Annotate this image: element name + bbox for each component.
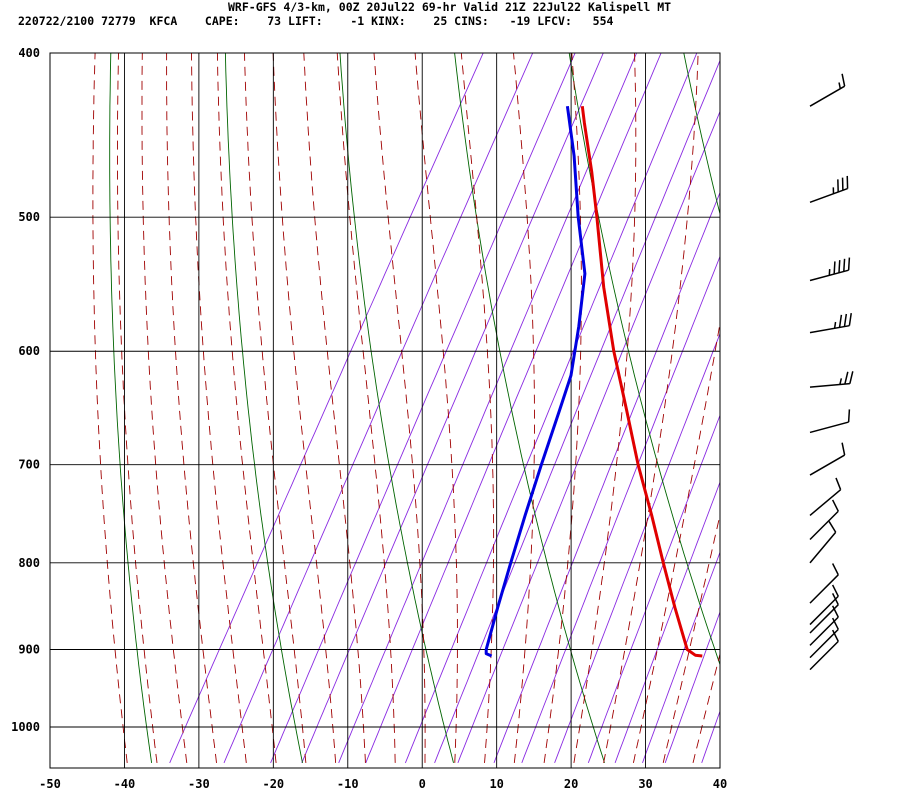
mixing-ratio-line <box>701 709 720 764</box>
sounding-indices: 220722/2100 72779 KFCA CAPE: 73 LIFT: -1… <box>18 14 614 28</box>
plot-frame <box>49 52 721 769</box>
temperature-profile-line <box>580 106 703 658</box>
mixing-ratio-line <box>554 332 720 764</box>
pressure-tick-labels: 400 500 600 700 800 900 1000 <box>11 46 40 734</box>
wind-barb <box>809 593 839 634</box>
moist-adiabat-line <box>662 512 720 764</box>
wind-barbs <box>809 73 854 671</box>
wind-barb <box>809 629 839 671</box>
mixing-ratio-lines <box>169 34 900 764</box>
wind-barb <box>809 73 846 107</box>
wind-barb <box>809 442 846 476</box>
moist-adiabat-line <box>303 53 366 763</box>
wind-barb <box>809 584 839 626</box>
temperature-tick-label: -10 <box>337 777 359 791</box>
mixing-ratio-line <box>223 53 534 764</box>
moist-adiabat-line <box>723 34 900 763</box>
moist-adiabat-line <box>191 53 247 763</box>
temperature-tick-label: 40 <box>713 777 727 791</box>
pressure-tick-label: 600 <box>18 344 40 358</box>
mixing-ratio-line <box>338 53 638 764</box>
temperature-tick-label: -30 <box>188 777 210 791</box>
mixing-ratio-line <box>642 550 720 764</box>
moist-adiabat-line <box>603 53 699 763</box>
moist-adiabat-line <box>373 53 426 763</box>
mixing-ratio-line <box>664 610 720 764</box>
wind-barb <box>809 563 839 604</box>
wind-barb <box>809 409 851 434</box>
dry-adiabat-line <box>794 34 900 763</box>
pressure-tick-label: 800 <box>18 556 40 570</box>
pressure-tick-label: 900 <box>18 642 40 656</box>
temperature-tick-label: -40 <box>114 777 136 791</box>
mixing-ratio-line <box>521 255 720 764</box>
chart-title: WRF-GFS 4/3-km, 00Z 20Jul22 69-hr Valid … <box>228 0 672 14</box>
moist-adiabat-line <box>336 53 396 763</box>
moist-adiabat-line <box>573 53 637 763</box>
wind-barb <box>809 257 851 282</box>
temperature-tick-labels: -50 -40 -30 -20 -10 0 10 20 30 40 <box>39 777 727 791</box>
mixing-ratio-line <box>434 59 720 764</box>
mixing-ratio-line <box>493 191 720 764</box>
dry-adiabat-line <box>0 34 1 763</box>
moist-adiabat-line <box>216 53 277 763</box>
wind-barb <box>809 371 854 388</box>
moist-adiabat-line <box>141 53 188 763</box>
temperature-tick-label: 0 <box>419 777 426 791</box>
isotherm-isobar-grid <box>50 53 720 768</box>
mixing-ratio-line <box>169 53 484 764</box>
wind-barb <box>809 521 837 564</box>
moist-adiabat-line <box>244 53 307 763</box>
dry-adiabat-line <box>339 53 454 764</box>
dewpoint-profile-line <box>484 105 587 658</box>
wind-barb <box>809 175 849 203</box>
wind-barb <box>809 499 839 541</box>
moist-adiabat-line <box>692 652 720 764</box>
temperature-tick-label: 20 <box>564 777 578 791</box>
temperature-tick-label: -50 <box>39 777 61 791</box>
mixing-ratio-line <box>457 110 720 764</box>
chart-header: WRF-GFS 4/3-km, 00Z 20Jul22 69-hr Valid … <box>0 0 900 30</box>
pressure-tick-label: 700 <box>18 458 40 472</box>
dry-adiabat-line <box>568 53 720 666</box>
pressure-tick-label: 400 <box>18 46 40 60</box>
dry-adiabat-line <box>109 53 153 763</box>
pressure-tick-label: 1000 <box>11 720 40 734</box>
wind-barb <box>809 605 839 646</box>
mixing-ratio-line <box>404 53 698 764</box>
moist-adiabat-line <box>632 320 720 764</box>
moist-adiabat-line <box>513 53 535 763</box>
mixing-ratio-line <box>730 34 900 763</box>
pressure-tick-label: 500 <box>18 210 40 224</box>
dry-adiabat-line <box>683 53 720 216</box>
temperature-tick-label: -20 <box>262 777 284 791</box>
temperature-tick-label: 10 <box>489 777 503 791</box>
sounding-profiles <box>484 105 703 658</box>
wind-barb <box>809 313 852 334</box>
wind-barb <box>809 617 839 659</box>
moist-adiabat-line <box>414 53 458 763</box>
wind-barb <box>809 477 842 516</box>
temperature-tick-label: 30 <box>638 777 652 791</box>
